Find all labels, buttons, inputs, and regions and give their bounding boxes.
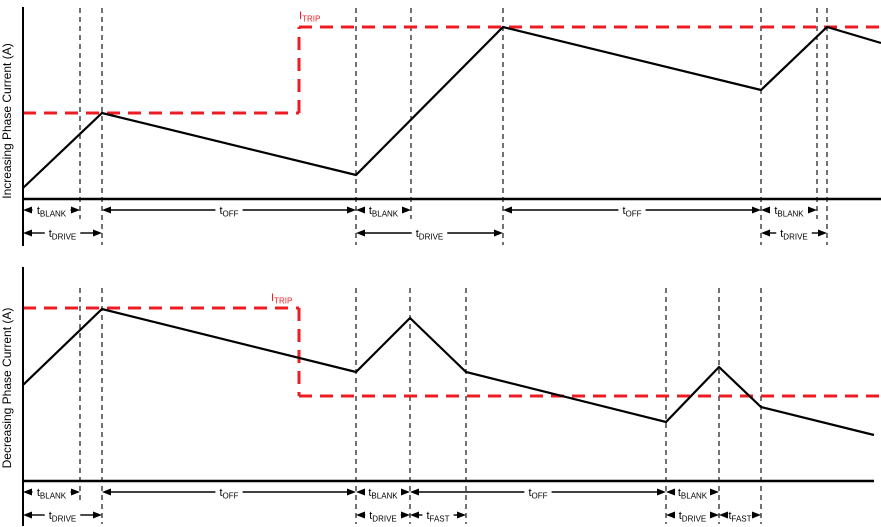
arrowhead-right-icon: [347, 488, 356, 496]
timing-label: tOFF: [622, 205, 641, 219]
arrowhead-left-icon: [23, 511, 32, 519]
timing-label: tDRIVE: [416, 228, 444, 242]
arrowhead-left-icon: [503, 206, 512, 214]
phase-current-waveform: [22, 25, 881, 189]
timing-arrow-t-off: tOFF: [102, 205, 356, 219]
timing-label: tOFF: [219, 487, 238, 501]
phase-current-waveform: [22, 307, 875, 437]
timing-arrow-t-drive: tDRIVE: [666, 510, 719, 524]
arrowhead-right-icon: [818, 229, 827, 237]
arrowhead-right-icon: [93, 229, 102, 237]
arrowhead-left-icon: [761, 229, 770, 237]
timing-arrow-t-fast: tFAST: [719, 510, 761, 524]
arrowhead-left-icon: [666, 488, 675, 496]
timing-label: tDRIVE: [49, 510, 77, 524]
timing-arrow-t-drive: tDRIVE: [356, 510, 410, 524]
arrowhead-left-icon: [356, 488, 365, 496]
arrowhead-right-icon: [808, 206, 817, 214]
timing-arrow-t-drive: tDRIVE: [356, 228, 503, 242]
timing-label: tBLANK: [678, 487, 708, 501]
arrowhead-left-icon: [102, 206, 111, 214]
arrowhead-right-icon: [71, 488, 80, 496]
arrowhead-right-icon: [347, 206, 356, 214]
arrowhead-right-icon: [402, 206, 411, 214]
timing-label: tDRIVE: [49, 228, 77, 242]
timing-arrow-t-drive: tDRIVE: [23, 510, 102, 524]
timing-label: tDRIVE: [679, 510, 707, 524]
arrowhead-left-icon: [356, 511, 365, 519]
timing-label: tBLANK: [37, 487, 67, 501]
timing-arrow-t-drive: tDRIVE: [23, 228, 102, 242]
timing-arrow-t-blank: tBLANK: [356, 205, 411, 219]
arrowhead-left-icon: [23, 229, 32, 237]
timing-arrow-t-drive: tDRIVE: [761, 228, 827, 242]
arrowhead-left-icon: [410, 488, 419, 496]
itrip-label: ITRIP: [271, 292, 292, 306]
arrowhead-left-icon: [102, 488, 111, 496]
arrowhead-right-icon: [401, 488, 410, 496]
y-axis-label: Decreasing Phase Current (A): [0, 308, 14, 469]
timing-label: tFAST: [426, 510, 449, 524]
arrowhead-left-icon: [761, 206, 770, 214]
arrowhead-right-icon: [710, 511, 719, 519]
arrowhead-right-icon: [71, 206, 80, 214]
timing-label: tBLANK: [369, 205, 399, 219]
arrowhead-right-icon: [752, 206, 761, 214]
decreasing-phase-current-plot: Decreasing Phase Current (A) ITRIP tBLANK t…: [0, 267, 881, 526]
arrowhead-right-icon: [494, 229, 503, 237]
timing-label: tBLANK: [774, 205, 804, 219]
arrowhead-left-icon: [719, 511, 728, 519]
arrowhead-right-icon: [401, 511, 410, 519]
timing-label: tDRIVE: [369, 510, 397, 524]
arrowhead-left-icon: [356, 206, 365, 214]
timing-label: tOFF: [528, 487, 547, 501]
timing-arrow-t-fast: tFAST: [410, 510, 466, 524]
timing-arrow-t-blank: tBLANK: [761, 205, 817, 219]
timing-arrow-t-off: tOFF: [102, 487, 356, 501]
itrip-label: ITRIP: [299, 10, 320, 24]
timing-label: tBLANK: [37, 205, 67, 219]
arrowhead-left-icon: [23, 206, 32, 214]
timing-arrow-t-blank: tBLANK: [356, 487, 410, 501]
arrowhead-right-icon: [457, 511, 466, 519]
arrowhead-right-icon: [752, 511, 761, 519]
arrowhead-left-icon: [666, 511, 675, 519]
y-axis-label: Increasing Phase Current (A): [0, 43, 14, 198]
timing-label: tBLANK: [368, 487, 398, 501]
arrowhead-left-icon: [23, 488, 32, 496]
arrowhead-right-icon: [93, 511, 102, 519]
timing-arrow-t-blank: tBLANK: [666, 487, 719, 501]
timing-arrow-t-off: tOFF: [503, 205, 761, 219]
timing-arrow-t-off: tOFF: [410, 487, 666, 501]
arrowhead-right-icon: [710, 488, 719, 496]
timing-label: tDRIVE: [780, 228, 808, 242]
arrowhead-left-icon: [410, 511, 419, 519]
timing-arrow-t-blank: tBLANK: [23, 487, 80, 501]
arrowhead-right-icon: [657, 488, 666, 496]
increasing-phase-current-plot: Increasing Phase Current (A) ITRIP tBLANK t…: [0, 7, 881, 246]
timing-label: tOFF: [219, 205, 238, 219]
timing-arrow-t-blank: tBLANK: [23, 205, 80, 219]
timing-label: tFAST: [728, 510, 751, 524]
arrowhead-left-icon: [356, 229, 365, 237]
